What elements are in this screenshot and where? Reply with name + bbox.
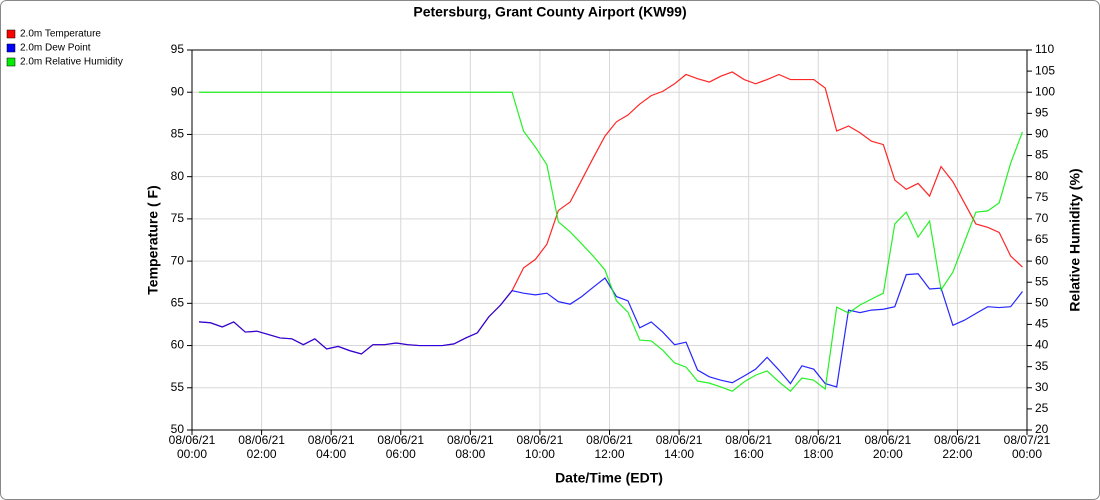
x-tick-label: 08/06/21 02:00 [238, 433, 285, 461]
y2-tick-label: 75 [1035, 190, 1049, 204]
y2-tick-label: 45 [1035, 317, 1049, 331]
x-tick-label: 08/06/21 06:00 [377, 433, 424, 461]
y2-tick-label: 30 [1035, 380, 1049, 394]
y2-tick-label: 35 [1035, 359, 1049, 373]
y2-tick-label: 65 [1035, 232, 1049, 246]
x-tick-label: 08/06/21 10:00 [517, 433, 564, 461]
y2-tick-label: 110 [1035, 42, 1054, 56]
y2-tick-label: 40 [1035, 338, 1049, 352]
y-tick-label: 85 [171, 127, 185, 141]
y-tick-label: 95 [171, 42, 185, 56]
x-tick-label: 08/06/21 20:00 [864, 433, 911, 461]
x-tick-label: 08/06/21 22:00 [934, 433, 981, 461]
x-tick-label: 08/06/21 12:00 [586, 433, 633, 461]
legend-swatch [6, 43, 16, 53]
y2-tick-label: 55 [1035, 274, 1049, 288]
y-tick-label: 65 [171, 296, 185, 310]
y2-tick-label: 85 [1035, 148, 1049, 162]
legend-label: 2.0m Dew Point [20, 43, 91, 54]
legend-swatch [6, 57, 16, 67]
y-tick-label: 80 [171, 169, 185, 183]
x-tick-label: 08/06/21 08:00 [447, 433, 494, 461]
legend-label: 2.0m Temperature [20, 29, 101, 40]
series-line [198, 91, 1024, 392]
chart-title: Petersburg, Grant County Airport (KW99) [413, 4, 686, 20]
x-tick-label: 08/06/21 16:00 [725, 433, 772, 461]
y-tick-label: 55 [171, 380, 185, 394]
x-tick-label: 08/06/21 18:00 [795, 433, 842, 461]
x-tick-label: 08/06/21 14:00 [656, 433, 703, 461]
y2-axis-title: Relative Humidity (%) [1067, 168, 1083, 311]
x-tick-label: 08/06/21 00:00 [169, 433, 216, 461]
y2-tick-label: 60 [1035, 253, 1049, 267]
series-line [198, 273, 1023, 388]
y2-tick-label: 105 [1035, 63, 1055, 77]
legend-swatch [6, 29, 16, 39]
y2-tick-label: 90 [1035, 127, 1049, 141]
y-tick-label: 75 [171, 211, 185, 225]
y-tick-label: 90 [171, 84, 185, 98]
x-tick-label: 08/07/21 00:00 [1004, 433, 1051, 461]
y2-tick-label: 20 [1035, 422, 1049, 436]
x-axis-title: Date/Time (EDT) [555, 470, 663, 486]
y-tick-label: 50 [171, 422, 185, 436]
y-tick-label: 70 [171, 253, 185, 267]
y2-tick-label: 25 [1035, 401, 1049, 415]
y2-tick-label: 100 [1035, 84, 1055, 98]
y-axis-title: Temperature ( F) [145, 185, 161, 294]
y2-tick-label: 50 [1035, 296, 1049, 310]
plot-border [191, 49, 1028, 431]
y2-tick-label: 70 [1035, 211, 1049, 225]
legend-label: 2.0m Relative Humidity [20, 57, 123, 68]
x-tick-label: 08/06/21 04:00 [308, 433, 355, 461]
y2-tick-label: 95 [1035, 106, 1049, 120]
y2-tick-label: 80 [1035, 169, 1049, 183]
y-tick-label: 60 [171, 338, 185, 352]
